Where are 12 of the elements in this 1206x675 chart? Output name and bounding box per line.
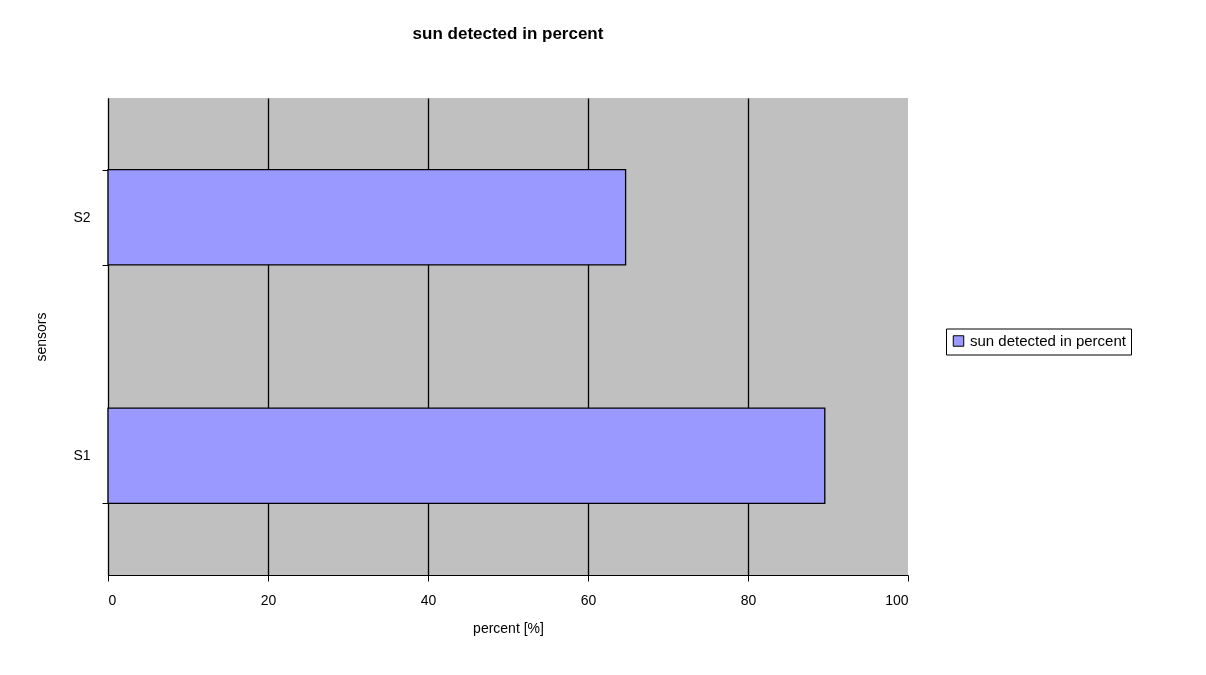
x-tick-label: 60 xyxy=(580,591,597,608)
x-tick-label: 20 xyxy=(260,591,277,608)
y-axis-title: sensors xyxy=(33,312,50,362)
x-tick-label: 0 xyxy=(108,591,117,608)
x-tick-label: 40 xyxy=(420,591,437,608)
x-tick-label: 80 xyxy=(740,591,757,608)
y-tick-label: S1 xyxy=(73,447,91,464)
x-tick-label: 100 xyxy=(885,591,909,608)
y-tick-label: S2 xyxy=(73,208,91,225)
x-axis-title: percent [%] xyxy=(473,619,544,636)
chart-title: sun detected in percent xyxy=(412,24,604,43)
legend-label: sun detected in percent xyxy=(970,332,1127,349)
